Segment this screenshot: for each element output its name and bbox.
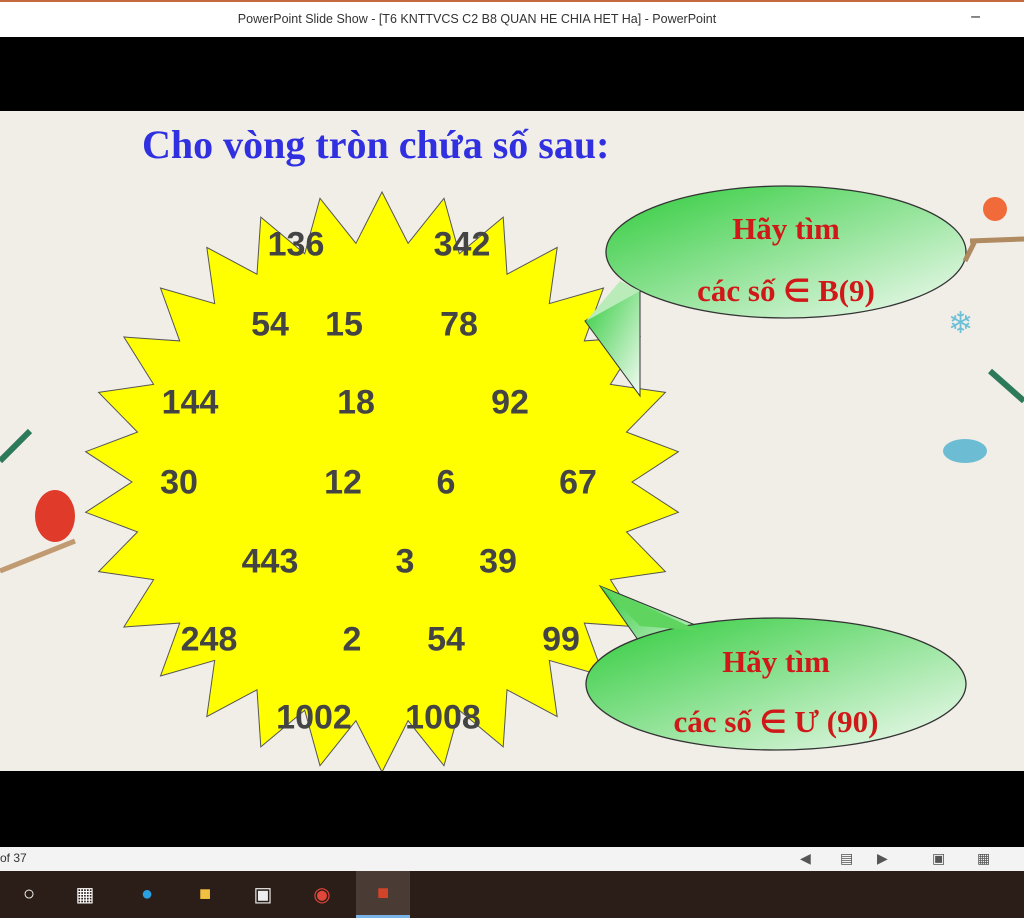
number: 39 bbox=[479, 542, 517, 581]
number: 92 bbox=[491, 383, 529, 422]
minimize-icon[interactable]: – bbox=[971, 8, 980, 25]
number: 6 bbox=[436, 463, 456, 502]
slide-heading: Cho vòng tròn chứa số sau: bbox=[142, 122, 610, 167]
number: 248 bbox=[180, 620, 238, 659]
number: 12 bbox=[324, 463, 362, 502]
previous-icon[interactable]: ◀ bbox=[800, 850, 811, 866]
task-view-icon[interactable]: ▦ bbox=[75, 884, 95, 906]
bubble-b9-line2: các số ∈ B(9) bbox=[697, 273, 875, 308]
speech-bubble-u90-body bbox=[585, 617, 967, 751]
number: 54 bbox=[427, 620, 465, 659]
slide-list-icon[interactable]: ▤ bbox=[840, 850, 854, 866]
number: 30 bbox=[160, 463, 198, 502]
powerpoint-icon[interactable]: ■ bbox=[356, 871, 410, 918]
window-title: PowerPoint Slide Show - [T6 KNTTVCS C2 B… bbox=[237, 12, 717, 26]
branch-decoration-left bbox=[0, 538, 76, 574]
number: 1002 bbox=[276, 698, 352, 737]
edge-icon[interactable]: ● bbox=[140, 883, 154, 905]
number: 78 bbox=[440, 305, 478, 344]
snowflake-icon: ❄ bbox=[948, 307, 973, 340]
number: 1008 bbox=[405, 698, 481, 737]
normal-view-icon[interactable]: ▣ bbox=[932, 850, 946, 866]
number: 3 bbox=[395, 542, 415, 581]
slide-sorter-icon[interactable]: ▦ bbox=[977, 850, 991, 866]
blue-bird-icon bbox=[943, 439, 987, 463]
speech-bubble-b9-body bbox=[605, 185, 967, 319]
next-icon[interactable]: ▶ bbox=[877, 850, 888, 866]
number: 18 bbox=[337, 383, 375, 422]
title-bar: PowerPoint Slide Show - [T6 KNTTVCS C2 B… bbox=[0, 0, 1024, 37]
number: 15 bbox=[325, 305, 363, 344]
taskbar: ○ ▦ ● ■ ▣ ◉ ■ bbox=[0, 871, 1024, 918]
squirrel-icon bbox=[35, 490, 75, 542]
number: 136 bbox=[267, 225, 325, 264]
chrome-icon[interactable]: ◉ bbox=[313, 884, 331, 906]
slide-artwork: ❄ bbox=[0, 185, 1024, 771]
pine-branch-icon bbox=[0, 368, 1024, 464]
number: 443 bbox=[241, 542, 299, 581]
bubble-u90-line1: Hãy tìm bbox=[722, 644, 830, 679]
number: 54 bbox=[251, 305, 289, 344]
bubble-u90-line2: các số ∈ Ư (90) bbox=[673, 704, 879, 739]
number: 67 bbox=[559, 463, 597, 502]
slide-count: of 37 bbox=[0, 851, 27, 865]
number: 99 bbox=[542, 620, 580, 659]
bird-icon bbox=[983, 197, 1007, 221]
store-icon[interactable]: ▣ bbox=[253, 884, 273, 906]
branch-decoration bbox=[962, 236, 1024, 263]
file-explorer-icon[interactable]: ■ bbox=[198, 883, 212, 905]
bubble-b9-line1: Hãy tìm bbox=[732, 211, 840, 246]
number: 342 bbox=[433, 225, 491, 264]
cortana-icon[interactable]: ○ bbox=[22, 883, 36, 905]
slide[interactable]: ❄ Cho vòng tròn chứa số sau: 136 342 54 … bbox=[0, 111, 1024, 771]
slideshow-status-bar: of 37 ◀ ▤ ▶ ▣ ▦ bbox=[0, 847, 1024, 871]
number: 2 bbox=[342, 620, 362, 659]
number: 144 bbox=[161, 383, 219, 422]
